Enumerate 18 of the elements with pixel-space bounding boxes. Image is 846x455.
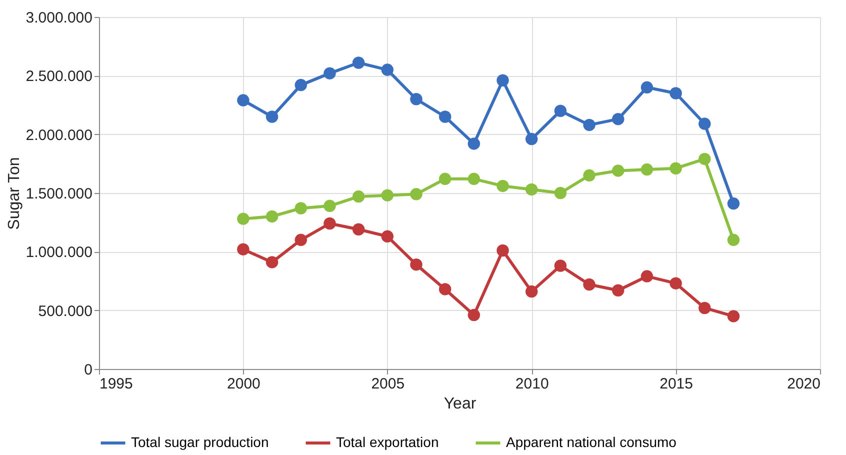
y-tick-label: 3.000.000 <box>26 10 92 26</box>
y-axis-title: Sugar Ton <box>6 157 23 230</box>
y-tick-label: 1.500.000 <box>26 186 92 202</box>
x-tick-label: 1995 <box>100 376 133 392</box>
x-tick-label: 2020 <box>787 376 820 392</box>
legend-label: Apparent national consumo <box>506 434 677 450</box>
y-tick-label: 2.500.000 <box>26 68 92 86</box>
x-tick-label: 2015 <box>660 376 693 392</box>
y-tick-label: 2.000.000 <box>26 126 92 144</box>
x-axis-title: Year <box>444 396 477 412</box>
y-tick-label: 1.000.000 <box>26 244 92 262</box>
x-tick-label: 2005 <box>371 376 405 392</box>
y-tick-label: 500.000 <box>38 302 92 320</box>
legend-label: Total sugar production <box>131 434 269 450</box>
legend-label: Total exportation <box>336 434 439 450</box>
y-tick-label: 0 <box>84 362 92 378</box>
x-tick-label: 2000 <box>227 376 260 392</box>
x-tick-label: 2010 <box>515 376 549 392</box>
